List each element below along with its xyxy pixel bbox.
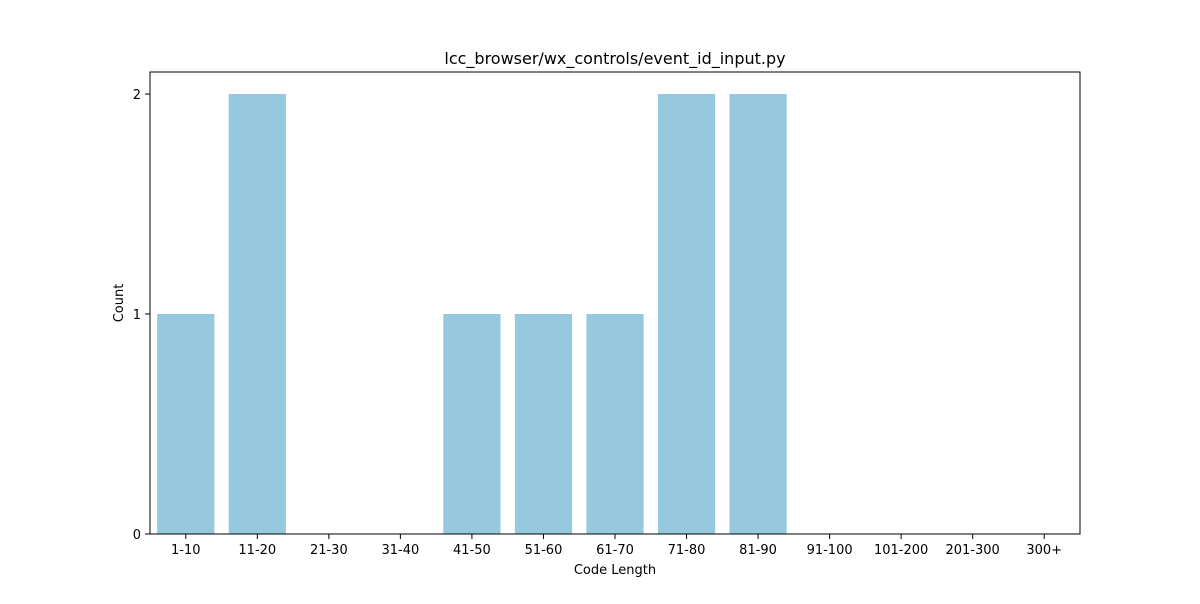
bar-41-50 [443, 314, 501, 534]
bars-layer [157, 94, 787, 534]
chart-title: lcc_browser/wx_controls/event_id_input.p… [444, 49, 785, 69]
x-tick-label: 31-40 [381, 543, 419, 558]
x-tick-label: 61-70 [596, 543, 634, 558]
x-tick-label: 1-10 [171, 543, 201, 558]
plot-frame [149, 71, 1081, 535]
x-tick-label: 201-300 [946, 543, 1000, 558]
bar-51-60 [514, 314, 573, 534]
bar-11-20 [228, 94, 286, 534]
x-tick-label: 41-50 [453, 543, 491, 558]
x-tick-label: 91-100 [807, 543, 853, 558]
bar-81-90 [729, 94, 787, 534]
x-tick-label: 300+ [1026, 543, 1062, 558]
x-tick-label: 71-80 [668, 543, 706, 558]
ticks-layer: 1-10 11-20 21-30 31-40 41-50 51-60 61-70 71-80 8… [133, 88, 1062, 558]
y-axis-label: Count [112, 284, 127, 323]
x-tick-label: 51-60 [525, 543, 563, 558]
bar-1-10 [157, 314, 215, 534]
x-axis-label: Code Length [574, 563, 656, 578]
x-tick-label: 11-20 [238, 543, 276, 558]
y-tick-label: 2 [133, 88, 141, 103]
y-tick-label: 1 [133, 308, 141, 323]
bar-71-80 [657, 94, 716, 534]
y-tick-label: 0 [133, 528, 141, 543]
x-tick-label: 21-30 [310, 543, 348, 558]
bar-61-70 [586, 314, 644, 534]
x-tick-label: 81-90 [739, 543, 777, 558]
x-tick-label: 101-200 [874, 543, 928, 558]
